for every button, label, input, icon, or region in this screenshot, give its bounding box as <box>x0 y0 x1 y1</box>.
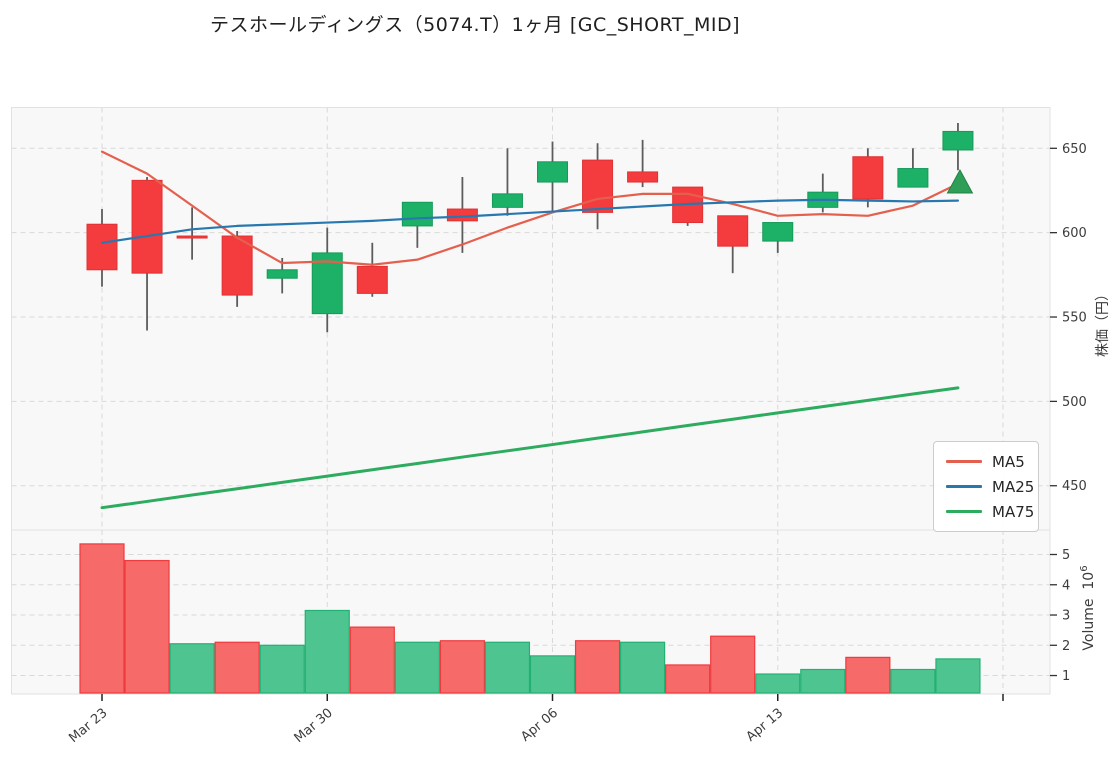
volume-bar <box>755 673 801 694</box>
ma5-line <box>100 150 960 266</box>
candle-body <box>131 179 163 274</box>
volume-axis-label: Volume 106 <box>1079 565 1097 650</box>
candle-body <box>176 235 208 239</box>
price-axis-label: 株価（円） <box>1095 287 1111 357</box>
candle-body <box>221 235 253 296</box>
volume-bar <box>349 626 395 694</box>
x-tick-label: Mar 23 <box>66 706 110 747</box>
volume-bar <box>124 559 170 694</box>
price-tick-label: 600 <box>1062 226 1087 241</box>
candle-body <box>627 171 659 183</box>
volume-bar <box>935 658 981 694</box>
volume-axis-label-text: Volume <box>1080 598 1097 651</box>
gc-signal-marker <box>946 168 974 194</box>
legend-label-ma25: MA25 <box>992 477 1035 496</box>
ma75-line <box>100 386 960 510</box>
ma25-line <box>100 198 960 244</box>
x-tick-label: Mar 30 <box>292 706 336 747</box>
price-tick-label: 550 <box>1062 311 1087 326</box>
volume-bar <box>79 543 125 694</box>
legend-item-ma25: MA25 <box>946 474 1034 499</box>
volume-bar <box>214 641 260 694</box>
volume-bar <box>710 635 756 694</box>
price-tick-label: 450 <box>1062 479 1087 494</box>
volume-bar <box>890 668 936 694</box>
candle-body <box>717 215 749 247</box>
volume-bar <box>619 641 666 694</box>
legend-item-ma75: MA75 <box>946 499 1034 524</box>
volume-tick-label: 2 <box>1062 639 1070 654</box>
ma5-line-swatch <box>946 460 982 463</box>
volume-bar <box>259 644 305 694</box>
legend-item-ma5: MA5 <box>946 449 1028 474</box>
legend: MA5 MA25 MA75 <box>933 441 1039 532</box>
candle-body <box>401 201 433 227</box>
volume-bar <box>574 640 621 694</box>
candle-body <box>266 269 298 279</box>
candle-body <box>356 265 388 294</box>
volume-tick-label: 5 <box>1062 548 1070 563</box>
candle-body <box>582 159 614 213</box>
legend-label-ma5: MA5 <box>992 452 1025 471</box>
volume-bar <box>529 655 576 694</box>
volume-bar <box>304 609 350 694</box>
volume-bar <box>439 640 485 694</box>
price-tick-label: 500 <box>1062 395 1087 410</box>
volume-axis-exponent: 6 <box>1079 565 1091 572</box>
volume-bar <box>394 641 440 694</box>
ma25-line-swatch <box>946 485 982 488</box>
ma75-line-swatch <box>946 510 982 513</box>
candle-body <box>897 168 929 188</box>
volume-bar <box>845 656 891 694</box>
x-tick-label: Apr 06 <box>518 706 561 745</box>
volume-tick-label: 3 <box>1062 609 1070 624</box>
volume-bar <box>800 668 846 694</box>
volume-bar <box>169 643 215 694</box>
price-tick-label: 650 <box>1062 142 1087 157</box>
volume-tick-label: 4 <box>1062 578 1070 593</box>
price-panel <box>11 107 1051 531</box>
x-tick-label: Apr 13 <box>744 706 787 745</box>
volume-bar <box>484 641 531 694</box>
candle-body <box>537 161 568 183</box>
candle-body <box>86 223 118 271</box>
candle-body <box>942 130 974 151</box>
legend-label-ma75: MA75 <box>992 502 1035 521</box>
candle-body <box>852 156 884 200</box>
chart-title: テスホールディングス（5074.T）1ヶ月 [GC_SHORT_MID] <box>210 14 740 36</box>
volume-tick-label: 1 <box>1062 669 1070 684</box>
volume-axis-exponent-base: 10 <box>1080 571 1097 590</box>
candle-body <box>491 193 523 208</box>
candle-body <box>762 222 794 242</box>
volume-bar <box>665 664 711 694</box>
